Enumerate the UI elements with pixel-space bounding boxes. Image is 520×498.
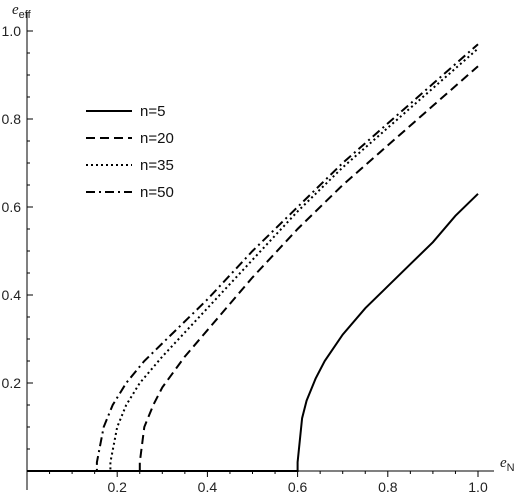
- y-tick-label: 0.4: [2, 287, 22, 303]
- y-axis-label-sub: eff: [19, 9, 32, 21]
- series-line-dashdot: [27, 43, 479, 472]
- y-tick-label: 1.0: [2, 23, 22, 39]
- legend-label: n=20: [140, 130, 174, 147]
- x-axis-label-sub: N: [507, 462, 515, 474]
- series-line-dotted: [27, 47, 479, 472]
- x-tick-label: 0.8: [378, 479, 398, 495]
- x-axis-label: eN: [500, 455, 515, 474]
- y-tick-label: 0.8: [2, 111, 22, 127]
- y-tick-label: 0.2: [2, 375, 22, 391]
- x-tick-label: 0.2: [107, 479, 127, 495]
- x-axis-label-main: e: [500, 455, 507, 471]
- legend: n=5 n=20 n=35 n=50: [86, 103, 174, 201]
- legend-label: n=50: [140, 184, 174, 201]
- y-axis-label-main: e: [12, 2, 19, 18]
- y-tick-label: 0.6: [2, 199, 22, 215]
- x-tick-label: 1.0: [468, 479, 488, 495]
- x-tick-label: 0.6: [288, 479, 308, 495]
- y-axis-label: eeff: [12, 2, 32, 21]
- legend-label: n=35: [140, 157, 174, 174]
- series-lines: [27, 43, 479, 472]
- legend-label: n=5: [140, 103, 165, 120]
- series-line-solid: [27, 193, 479, 472]
- x-tick-label: 0.4: [198, 479, 218, 495]
- series-line-dashed: [27, 65, 479, 472]
